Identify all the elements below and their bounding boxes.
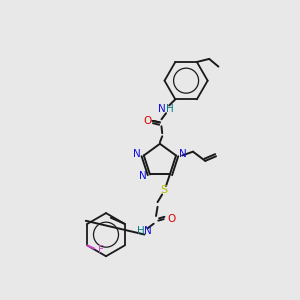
Text: F: F bbox=[98, 245, 104, 255]
Text: N: N bbox=[158, 103, 166, 114]
Text: H: H bbox=[137, 226, 145, 236]
Text: O: O bbox=[167, 214, 175, 224]
Text: N: N bbox=[179, 149, 187, 159]
Text: O: O bbox=[143, 116, 152, 126]
Text: N: N bbox=[139, 171, 147, 181]
Text: N: N bbox=[144, 226, 152, 236]
Text: N: N bbox=[133, 149, 141, 159]
Text: S: S bbox=[160, 185, 167, 195]
Text: H: H bbox=[166, 103, 174, 114]
